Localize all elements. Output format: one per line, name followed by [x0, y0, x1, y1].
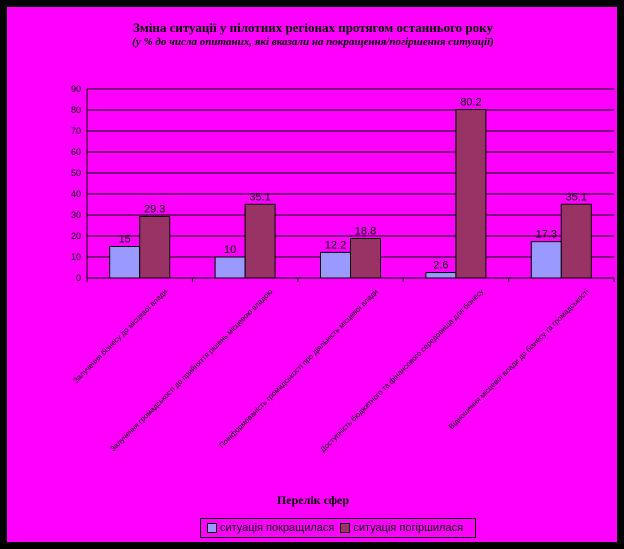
y-tick-label: 70	[71, 126, 81, 136]
bars-layer	[109, 109, 592, 279]
bar	[244, 203, 276, 279]
data-label: 12.2	[325, 239, 346, 251]
legend-item-worsened: ситуація погіршилася	[340, 522, 463, 534]
x-axis-title: Перелік сфер	[276, 493, 350, 507]
legend-label-improved: ситуація покращилася	[220, 522, 335, 534]
x-category-label: Поінформованість громадськості про діяль…	[217, 287, 380, 450]
chart-area: Зміна ситуації у пілотних регіонах протя…	[6, 6, 618, 543]
y-tick-label: 50	[71, 168, 81, 178]
x-category-label: Доступність бюджетного та фінансового се…	[318, 287, 485, 454]
bar	[455, 109, 487, 279]
axis-layer: 0 10 20 30 40 50 60 70 80 90	[71, 84, 615, 283]
bar	[425, 272, 457, 279]
grid-layer	[87, 88, 614, 279]
bar	[139, 215, 171, 279]
data-label: 15	[119, 234, 131, 246]
data-label: 10	[224, 244, 236, 256]
data-label: 2.6	[433, 260, 448, 272]
legend-swatch-worsened	[340, 523, 351, 533]
chart-subtitle: (у % до числа опитаних, які вказали на п…	[132, 36, 494, 48]
legend: ситуація покращилася ситуація погіршилас…	[200, 518, 477, 538]
bar	[109, 246, 141, 279]
data-label: 35.1	[566, 191, 587, 203]
y-tick-label: 20	[71, 231, 81, 241]
y-tick-label: 0	[76, 273, 81, 283]
chart-title: Зміна ситуації у пілотних регіонах протя…	[133, 20, 493, 35]
legend-item-improved: ситуація покращилася	[207, 522, 334, 534]
data-label: 80.2	[460, 97, 481, 109]
bar	[350, 238, 381, 279]
legend-swatch-improved	[207, 523, 217, 533]
bar	[214, 256, 246, 279]
y-tick-label: 60	[71, 147, 81, 157]
data-label: 35.1	[249, 191, 270, 203]
bar	[530, 241, 562, 279]
y-tick-label: 40	[71, 189, 81, 199]
data-label: 29.3	[144, 203, 165, 215]
plot-svg: 15 29.3 Залучення бізнесу до місцевої влад…	[71, 84, 615, 454]
data-label: 17.3	[536, 229, 557, 241]
bar	[320, 251, 351, 279]
y-tick-label: 90	[71, 84, 81, 94]
x-category-label: Залучення громадськості до прийняття ріш…	[108, 287, 275, 454]
y-tick-label: 10	[71, 252, 81, 262]
data-label: 18.8	[355, 226, 376, 238]
x-category-label: Залучення бізнесу до місцевої влади	[71, 287, 169, 385]
y-tick-label: 80	[71, 105, 81, 115]
legend-label-worsened: ситуація погіршилася	[353, 522, 464, 534]
bar	[560, 203, 592, 279]
y-tick-label: 30	[71, 210, 81, 220]
